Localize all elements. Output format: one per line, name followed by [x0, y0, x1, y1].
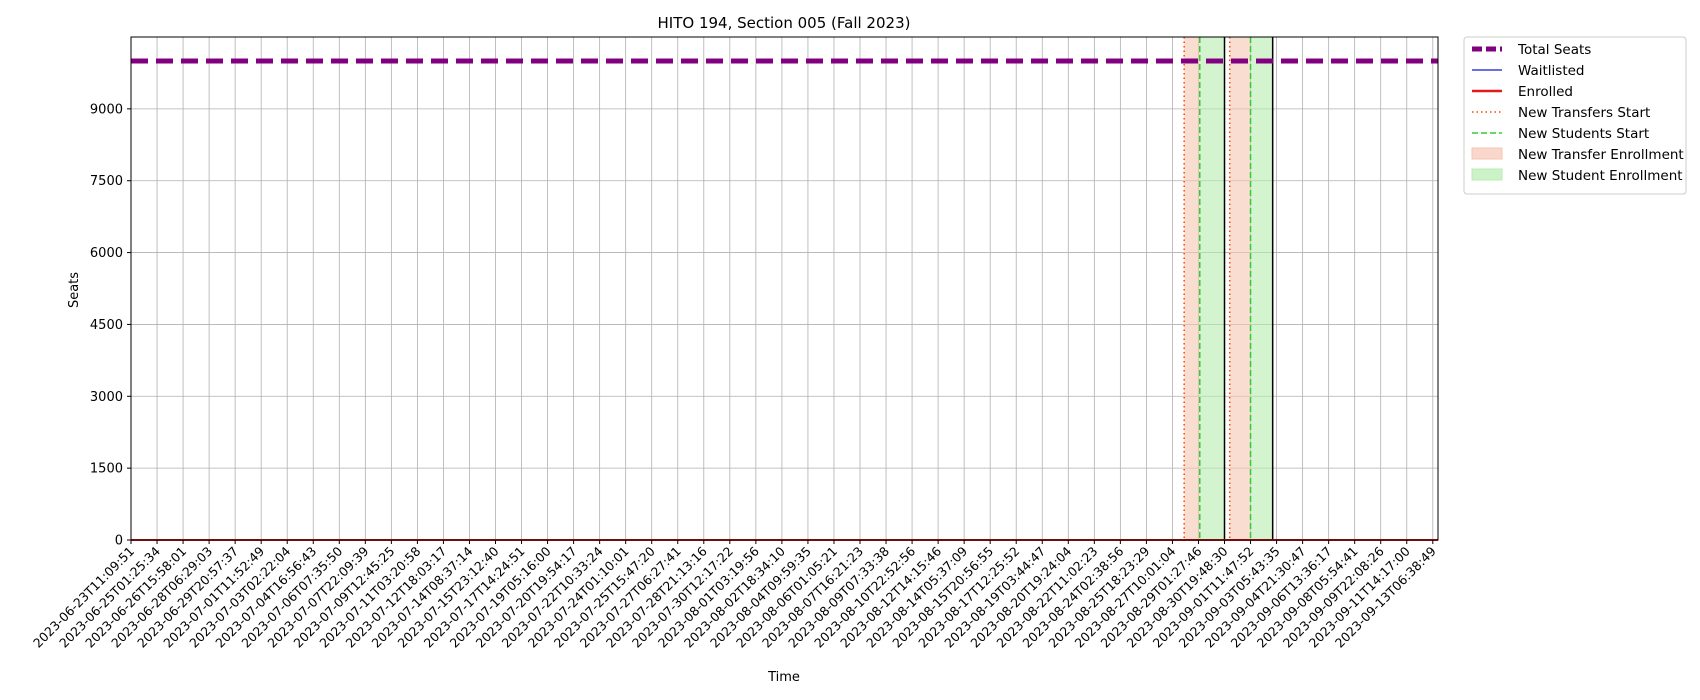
new-student-enrollment-legend-swatch: [1471, 168, 1503, 181]
new-transfer-enrollment-span: [1184, 37, 1200, 540]
plot-area: 01500300045006000750090002023-06-23T11:0…: [30, 36, 1439, 651]
y-tick-label: 9000: [90, 102, 123, 117]
y-tick-label: 1500: [90, 462, 123, 477]
y-tick-label: 3000: [90, 390, 123, 405]
legend-label: Enrolled: [1518, 84, 1573, 100]
y-tick-label: 6000: [90, 246, 123, 261]
new-student-enrollment-span: [1199, 37, 1225, 540]
y-axis-label: Seats: [67, 272, 82, 308]
legend-label: New Transfers Start: [1518, 105, 1650, 121]
legend-label: Total Seats: [1517, 42, 1591, 58]
new-student-enrollment-span: [1250, 37, 1273, 540]
axes-frame: [130, 36, 1439, 541]
y-tick-label: 7500: [90, 174, 123, 189]
legend: Total Seats Waitlisted Enrolled New Transfe…: [1463, 36, 1687, 195]
legend-label: New Students Start: [1518, 126, 1649, 142]
x-axis-label: Time: [767, 670, 800, 685]
y-tick-label: 4500: [90, 318, 123, 333]
chart-title: HITO 194, Section 005 (Fall 2023): [658, 14, 911, 32]
legend-box: [1463, 36, 1687, 195]
legend-label: New Transfer Enrollment: [1518, 147, 1684, 163]
legend-label: Waitlisted: [1518, 63, 1585, 79]
legend-label: New Student Enrollment: [1518, 168, 1683, 184]
y-tick-label: 0: [115, 534, 123, 549]
new-transfer-enrollment-legend-swatch: [1471, 147, 1503, 160]
new-transfer-enrollment-span: [1229, 37, 1251, 540]
